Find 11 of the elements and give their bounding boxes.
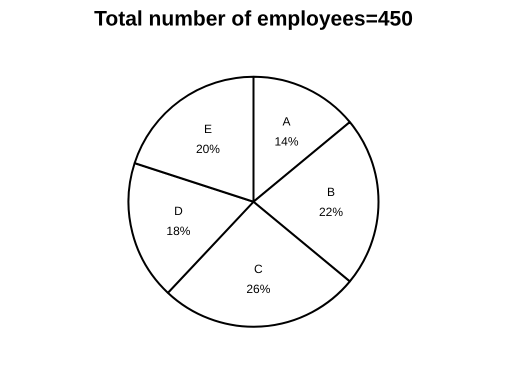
slice-label: B [327, 184, 336, 199]
slice-label: A [282, 114, 291, 129]
slice-label: D [174, 204, 184, 218]
data-label: 20% [196, 142, 220, 156]
data-label: 22% [318, 204, 344, 219]
data-label: 18% [166, 224, 191, 238]
data-label: 26% [246, 282, 271, 296]
slice-label: C [254, 262, 264, 276]
chart-title: Total number of employees=450 [94, 8, 413, 30]
slice-label: E [204, 122, 212, 136]
data-label: 14% [274, 134, 299, 149]
